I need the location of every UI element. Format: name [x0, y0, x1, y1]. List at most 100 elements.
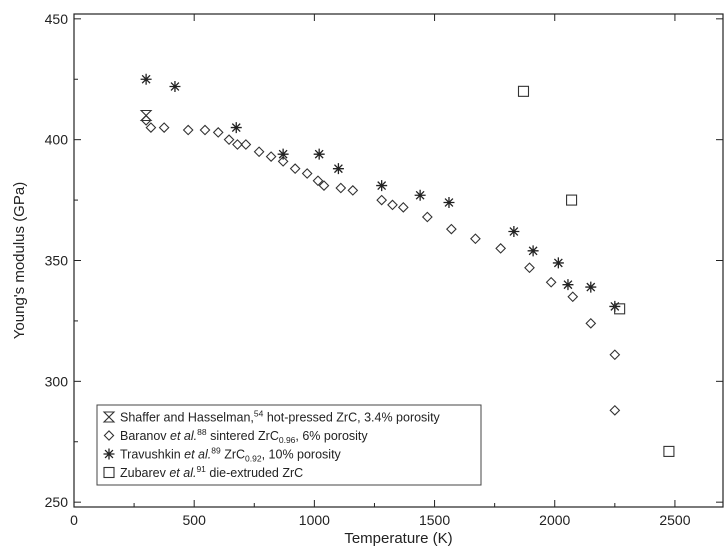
legend-marker	[103, 448, 115, 460]
data-point	[253, 146, 265, 158]
legend-label: Travushkin et al.89 ZrC0.92, 10% porosit…	[120, 446, 342, 464]
data-point	[240, 139, 252, 150]
data-point	[199, 124, 211, 136]
series-diamond	[140, 114, 621, 416]
legend-subscript: 0.96	[279, 435, 296, 445]
data-point	[446, 223, 457, 235]
data-point	[277, 156, 289, 167]
legend: Shaffer and Hasselman,54 hot-pressed ZrC…	[96, 404, 482, 486]
y-tick-label: 350	[45, 253, 69, 269]
data-point	[387, 199, 398, 211]
data-point	[517, 85, 530, 97]
data-point	[169, 81, 181, 92]
legend-label: Shaffer and Hasselman,54 hot-pressed ZrC…	[120, 409, 441, 425]
legend-reference: 54	[254, 409, 264, 419]
series-asterisk	[140, 73, 621, 312]
data-point	[145, 122, 157, 133]
legend-item: Travushkin et al.89 ZrC0.92, 10% porosit…	[103, 446, 342, 464]
x-tick-label: 0	[70, 512, 78, 528]
data-point	[609, 404, 621, 416]
y-tick-label: 400	[45, 132, 69, 148]
data-point	[443, 197, 455, 208]
data-point	[230, 122, 242, 134]
y-axis-label: Young's modulus (GPa)	[11, 182, 28, 339]
x-tick-label: 1500	[419, 512, 450, 528]
series-square	[517, 85, 675, 457]
legend-text-part: hot-pressed ZrC, 3.4% porosity	[263, 411, 440, 425]
data-point	[552, 257, 564, 269]
data-point	[562, 279, 574, 291]
x-tick-label: 2500	[659, 512, 690, 528]
data-point	[312, 175, 324, 187]
legend-marker	[103, 466, 115, 479]
legend-marker	[102, 411, 116, 423]
x-tick-label: 500	[183, 512, 207, 528]
legend-item: Shaffer and Hasselman,54 hot-pressed ZrC…	[102, 409, 441, 425]
legend-text-part: sintered ZrC	[207, 429, 279, 443]
data-point	[223, 134, 235, 146]
x-tick-label: 2000	[539, 512, 570, 528]
legend-text-part: ZrC	[221, 448, 245, 462]
data-point	[347, 185, 359, 196]
data-point	[158, 122, 170, 133]
legend-text-part: Travushkin	[120, 448, 184, 462]
data-point	[376, 194, 388, 206]
data-point	[376, 180, 388, 192]
data-point	[318, 180, 330, 191]
legend-text-part: , 10% porosity	[262, 448, 342, 462]
data-point	[567, 291, 579, 303]
data-point	[313, 148, 325, 160]
legend-text-part: Shaffer and Hasselman,	[120, 411, 254, 425]
data-point	[397, 201, 409, 213]
data-point	[301, 168, 313, 179]
data-point	[414, 189, 426, 201]
x-axis-label: Temperature (K)	[344, 530, 452, 547]
legend-label: Zubarev et al.91 die-extruded ZrC	[120, 464, 303, 480]
data-point	[140, 73, 152, 85]
legend-text-part: , 6% porosity	[295, 429, 368, 443]
y-tick-label: 250	[45, 494, 69, 510]
data-point	[585, 281, 597, 293]
legend-reference: 88	[197, 427, 207, 437]
data-point	[289, 163, 301, 175]
data-point	[277, 148, 289, 160]
y-tick-label: 450	[45, 11, 69, 27]
legend-text-part: Zubarev	[120, 466, 169, 480]
x-tick-label: 1000	[299, 512, 330, 528]
data-point	[663, 445, 675, 457]
legend-text-part: Baranov	[120, 429, 170, 443]
legend-label: Baranov et al.88 sintered ZrC0.96, 6% po…	[120, 427, 368, 445]
legend-italic: et al.	[184, 448, 211, 462]
legend-text-part: die-extruded ZrC	[206, 466, 303, 480]
data-point	[265, 151, 277, 162]
data-point	[470, 233, 481, 245]
data-point	[614, 303, 626, 315]
data-point	[232, 139, 243, 150]
data-point	[332, 163, 344, 175]
data-point	[335, 182, 347, 194]
data-point	[609, 349, 621, 361]
data-point	[212, 127, 224, 138]
data-point	[140, 114, 152, 126]
data-point	[566, 194, 578, 206]
legend-box	[96, 404, 482, 486]
legend-item: Baranov et al.88 sintered ZrC0.96, 6% po…	[103, 427, 368, 445]
data-point	[524, 262, 535, 274]
data-points	[139, 73, 675, 457]
data-point	[545, 276, 557, 288]
legend-item: Zubarev et al.91 die-extruded ZrC	[103, 464, 303, 480]
legend-reference: 89	[211, 446, 221, 456]
legend-italic: et al.	[170, 429, 197, 443]
data-point	[421, 211, 433, 223]
data-point	[182, 124, 194, 136]
legend-subscript: 0.92	[245, 454, 262, 464]
legend-reference: 91	[196, 464, 206, 474]
y-tick-label: 300	[45, 373, 69, 389]
data-point	[585, 317, 597, 329]
data-point	[495, 243, 507, 254]
axes: 0 500 1000 1500 2000 2500 250 300 350 400 450	[45, 11, 723, 528]
data-point	[508, 226, 520, 237]
legend-italic: et al.	[169, 466, 196, 480]
legend-marker	[103, 430, 115, 441]
